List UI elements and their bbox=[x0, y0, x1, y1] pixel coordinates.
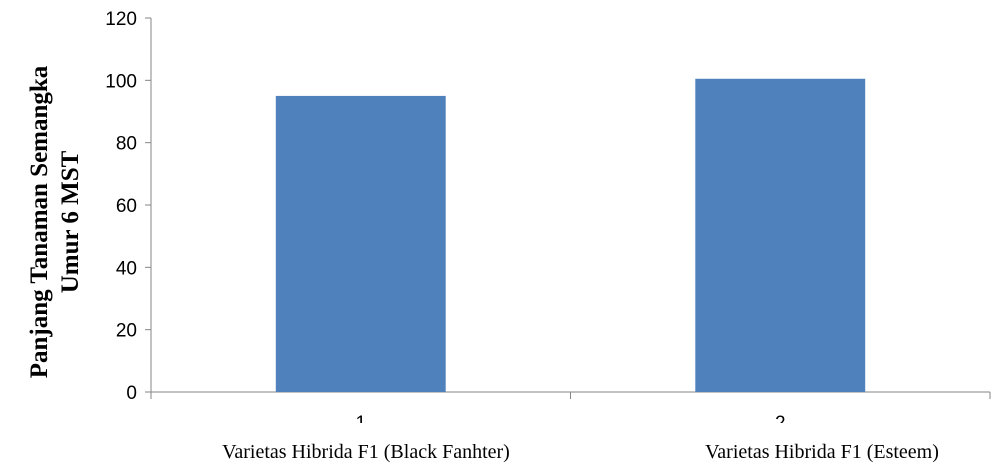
y-tick-label: 100 bbox=[105, 71, 137, 92]
x-category-caption: Varietas Hibrida F1 (Esteem) bbox=[705, 441, 939, 463]
bar-1 bbox=[275, 95, 446, 393]
y-axis-title: Panjang Tanaman Semangka Umur 6 MST bbox=[26, 65, 84, 378]
y-tick-label: 120 bbox=[105, 9, 137, 30]
y-axis: 0 20 40 60 80 100 120 bbox=[105, 9, 152, 404]
y-axis-title-line-1: Panjang Tanaman Semangka bbox=[26, 65, 53, 378]
x-axis bbox=[150, 391, 991, 399]
bar-2 bbox=[695, 78, 866, 393]
y-tick-label: 20 bbox=[116, 321, 137, 342]
y-axis-title-line-2: Umur 6 MST bbox=[57, 150, 84, 293]
y-tick-label: 60 bbox=[116, 196, 137, 217]
bars bbox=[275, 78, 866, 393]
y-tick-label: 80 bbox=[116, 134, 137, 155]
caption-background bbox=[617, 423, 995, 468]
x-category-caption: Varietas Hibrida F1 (Black Fanhter) bbox=[222, 441, 510, 463]
x-category-captions: Varietas Hibrida F1 (Black Fanhter) Varie… bbox=[161, 423, 995, 468]
y-tick-label: 0 bbox=[126, 383, 137, 404]
y-tick-label: 40 bbox=[116, 258, 137, 279]
caption-background bbox=[161, 423, 571, 468]
